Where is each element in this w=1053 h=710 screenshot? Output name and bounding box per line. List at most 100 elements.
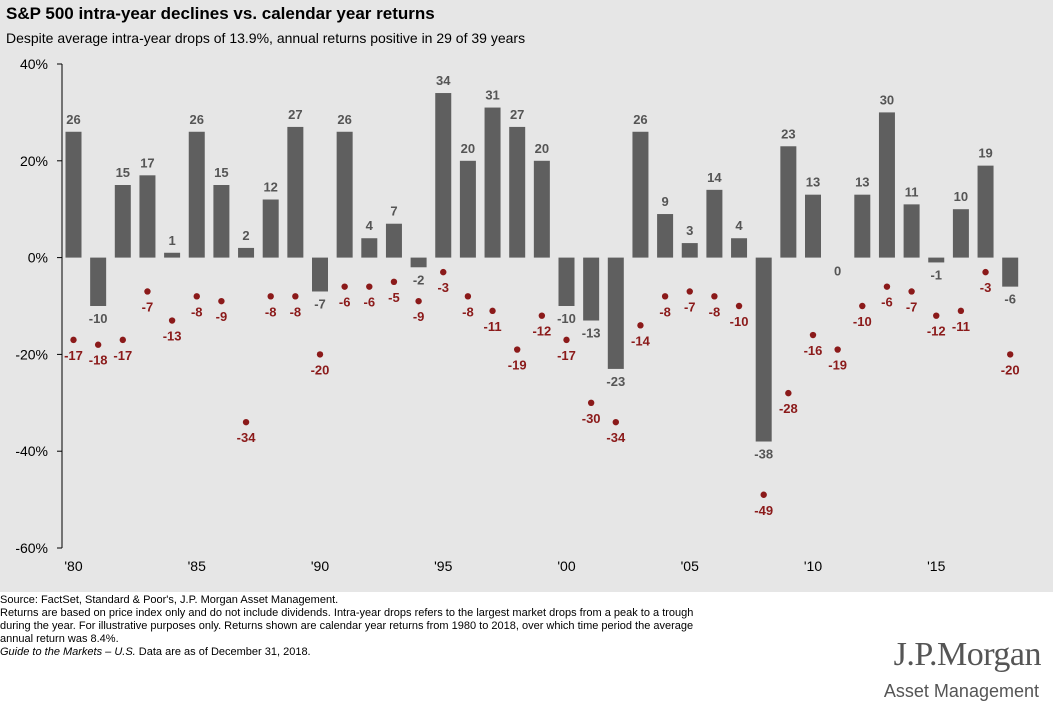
decline-label: -11 [484, 319, 502, 334]
decline-dot [538, 312, 546, 319]
return-label: 10 [954, 189, 968, 204]
return-label: -38 [754, 447, 773, 462]
return-bar [854, 194, 871, 258]
return-bar [657, 214, 674, 258]
return-label: 31 [485, 88, 499, 103]
return-bar [385, 223, 402, 258]
return-bar [213, 185, 230, 258]
decline-label: -16 [804, 343, 823, 358]
return-bar [410, 257, 427, 268]
decline-dot [933, 312, 940, 319]
return-label: 23 [781, 126, 795, 141]
decline-dot [242, 418, 250, 426]
guide-title: Guide to the Markets – U.S. [0, 646, 136, 658]
return-bar [780, 146, 797, 258]
return-bar [805, 194, 821, 258]
guide-note: Guide to the Markets – U.S. Data are as … [0, 646, 860, 659]
return-bar [755, 257, 772, 442]
decline-dot [1007, 351, 1014, 358]
return-label: 12 [263, 180, 277, 195]
return-label: 0 [834, 264, 841, 279]
guide-date: Data are as of December 31, 2018. [135, 646, 311, 658]
return-label: -2 [413, 272, 425, 287]
decline-label: -6 [881, 295, 893, 310]
x-tick-label: '90 [311, 558, 329, 574]
decline-dot [563, 336, 570, 344]
return-label: -1 [930, 267, 942, 282]
return-label: 14 [707, 170, 722, 185]
y-tick-label: -40% [15, 443, 48, 459]
return-bar [607, 257, 624, 369]
decline-label: -10 [730, 314, 749, 329]
decline-dot [908, 288, 915, 295]
chart-background [0, 0, 1053, 592]
decline-label: -18 [89, 353, 108, 368]
return-label: 20 [461, 141, 475, 156]
return-bar [632, 131, 649, 258]
decline-dot [390, 278, 398, 285]
return-label: 11 [905, 184, 919, 199]
decline-label: -19 [828, 358, 847, 373]
decline-label: -9 [413, 309, 425, 324]
return-label: 26 [190, 112, 204, 127]
decline-label: -8 [462, 304, 474, 319]
decline-dot [514, 346, 521, 353]
methodology-note-2: during the year. For illustrative purpos… [0, 620, 694, 632]
methodology-note-1: Returns are based on price index only an… [0, 607, 694, 619]
return-label: -6 [1004, 292, 1016, 307]
return-label: 3 [686, 223, 693, 238]
return-bar [533, 160, 550, 258]
decline-dot [735, 302, 743, 310]
decline-dot [661, 293, 669, 300]
decline-label: -8 [265, 304, 277, 319]
return-label: 26 [633, 112, 647, 127]
return-bar [878, 112, 895, 258]
decline-dot [982, 268, 989, 276]
return-bar [114, 185, 131, 258]
return-bar [583, 257, 600, 321]
return-label: 4 [735, 218, 743, 233]
return-bar [435, 93, 452, 258]
decline-label: -14 [631, 333, 651, 348]
asset-management-label: Asset Management [883, 681, 1039, 701]
return-bar [312, 257, 328, 292]
decline-dot [218, 297, 225, 305]
decline-dot [809, 331, 817, 339]
decline-label: -17 [64, 348, 83, 363]
decline-label: -8 [659, 304, 671, 319]
return-label: 20 [535, 141, 549, 156]
decline-label: -12 [532, 324, 551, 339]
return-bar [164, 252, 181, 258]
return-bar [90, 257, 107, 306]
decline-label: -19 [508, 358, 527, 373]
decline-dot [415, 297, 422, 305]
decline-dot [711, 293, 718, 300]
return-label: 15 [214, 165, 228, 180]
x-tick-label: '85 [188, 558, 206, 574]
return-bar [262, 199, 279, 258]
decline-label: -11 [952, 319, 970, 334]
decline-dot [94, 341, 102, 348]
return-label: -7 [314, 296, 326, 311]
decline-label: -9 [216, 309, 228, 324]
x-tick-label: '80 [64, 558, 82, 574]
return-label: 15 [116, 165, 130, 180]
x-tick-label: '10 [804, 558, 822, 574]
decline-label: -7 [142, 299, 154, 314]
decline-label: -28 [779, 401, 798, 416]
source-note: Source: FactSet, Standard & Poor's, J.P.… [0, 594, 339, 606]
return-label: 13 [855, 175, 869, 190]
chart-subtitle: Despite average intra-year drops of 13.9… [6, 30, 526, 46]
decline-label: -34 [237, 430, 257, 445]
return-bar [558, 257, 575, 306]
return-label: -10 [89, 311, 108, 326]
decline-dot [316, 351, 324, 358]
decline-label: -10 [853, 314, 872, 329]
decline-dot [366, 283, 373, 290]
decline-dot [957, 307, 965, 315]
footnotes: Source: FactSet, Standard & Poor's, J.P.… [0, 594, 860, 659]
y-tick-label: -20% [15, 346, 48, 362]
decline-label: -17 [113, 348, 132, 363]
decline-label: -13 [163, 329, 182, 344]
decline-dot [341, 283, 348, 290]
